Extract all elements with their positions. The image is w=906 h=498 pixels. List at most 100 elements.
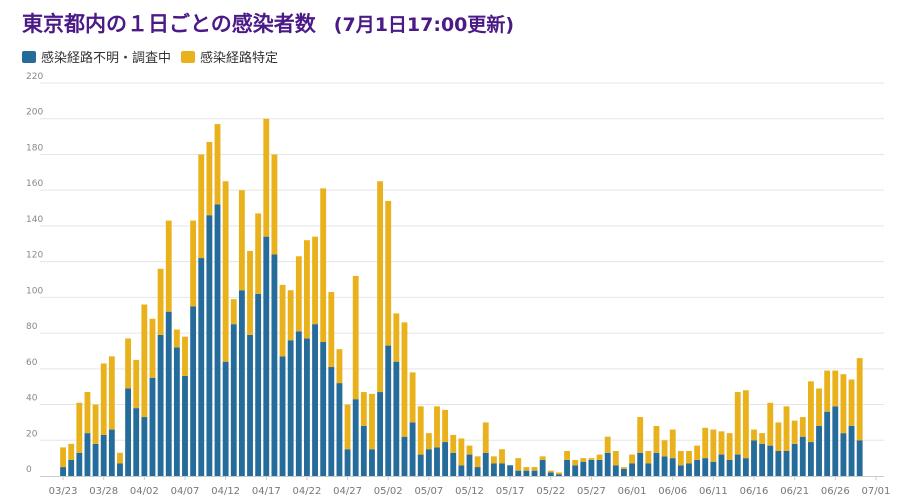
bar-segment-known[interactable] — [482, 422, 489, 453]
bar-segment-known[interactable] — [401, 322, 408, 437]
bar-segment-known[interactable] — [702, 427, 709, 459]
bar-segment-unknown[interactable] — [409, 422, 416, 476]
bar-segment-known[interactable] — [816, 388, 822, 426]
bar-segment-unknown[interactable] — [328, 367, 335, 476]
bar-segment-known[interactable] — [328, 292, 335, 368]
bar-segment-known[interactable] — [108, 356, 115, 430]
bar-segment-unknown[interactable] — [499, 463, 505, 476]
bar-segment-known[interactable] — [60, 447, 66, 468]
bar-segment-unknown[interactable] — [604, 452, 611, 476]
bar-segment-unknown[interactable] — [312, 324, 318, 476]
bar-segment-unknown[interactable] — [832, 406, 839, 476]
bar-segment-known[interactable] — [799, 417, 806, 437]
bar-segment-unknown[interactable] — [352, 399, 359, 476]
bar-segment-known[interactable] — [312, 236, 318, 325]
bar-segment-unknown[interactable] — [320, 342, 327, 476]
bar-segment-known[interactable] — [385, 200, 392, 346]
bar-segment-unknown[interactable] — [247, 334, 253, 476]
bar-segment-known[interactable] — [458, 438, 465, 466]
bar-segment-unknown[interactable] — [369, 449, 375, 476]
bar-segment-unknown[interactable] — [791, 443, 798, 476]
bar-segment-known[interactable] — [377, 181, 384, 393]
bar-segment-known[interactable] — [165, 220, 172, 312]
bar-segment-known[interactable] — [76, 402, 83, 453]
bar-segment-unknown[interactable] — [401, 436, 408, 476]
bar-segment-unknown[interactable] — [848, 425, 855, 476]
bar-segment-unknown[interactable] — [564, 459, 570, 476]
bar-segment-unknown[interactable] — [336, 383, 343, 476]
legend-item-unknown[interactable]: 感染経路不明・調査中 — [22, 47, 171, 66]
bar-segment-known[interactable] — [791, 420, 798, 444]
bar-segment-unknown[interactable] — [125, 388, 132, 476]
bar-segment-known[interactable] — [214, 124, 221, 205]
bar-segment-unknown[interactable] — [580, 461, 587, 476]
bar-segment-known[interactable] — [125, 338, 132, 389]
bar-segment-unknown[interactable] — [255, 293, 262, 476]
bar-segment-unknown[interactable] — [238, 290, 245, 476]
bar-segment-unknown[interactable] — [669, 458, 676, 476]
bar-segment-known[interactable] — [149, 318, 156, 378]
bar-segment-known[interactable] — [734, 392, 741, 455]
bar-segment-known[interactable] — [523, 467, 530, 471]
bar-segment-known[interactable] — [564, 450, 570, 460]
bar-segment-unknown[interactable] — [783, 450, 790, 476]
bar-segment-unknown[interactable] — [547, 472, 554, 476]
bar-segment-known[interactable] — [759, 433, 766, 444]
bar-segment-known[interactable] — [653, 425, 660, 453]
bar-segment-known[interactable] — [572, 459, 579, 466]
bar-segment-known[interactable] — [612, 450, 619, 466]
bar-segment-known[interactable] — [393, 313, 400, 362]
bar-segment-unknown[interactable] — [182, 375, 188, 476]
bar-segment-known[interactable] — [198, 154, 205, 259]
bar-segment-known[interactable] — [230, 299, 237, 325]
bar-segment-known[interactable] — [751, 429, 757, 441]
bar-segment-known[interactable] — [320, 188, 327, 343]
bar-segment-unknown[interactable] — [230, 324, 237, 476]
bar-segment-known[interactable] — [629, 454, 636, 464]
bar-segment-unknown[interactable] — [466, 454, 473, 476]
bar-segment-unknown[interactable] — [645, 463, 652, 476]
bar-segment-unknown[interactable] — [629, 463, 636, 476]
bar-segment-known[interactable] — [238, 190, 245, 291]
bar-segment-unknown[interactable] — [141, 417, 148, 476]
bar-segment-unknown[interactable] — [515, 470, 522, 476]
bar-segment-unknown[interactable] — [531, 470, 538, 476]
bar-segment-unknown[interactable] — [149, 377, 156, 476]
bar-segment-known[interactable] — [173, 329, 180, 348]
bar-segment-known[interactable] — [133, 359, 140, 409]
bar-segment-unknown[interactable] — [482, 452, 489, 476]
bar-segment-unknown[interactable] — [303, 338, 310, 476]
bar-segment-unknown[interactable] — [686, 463, 692, 476]
bar-segment-unknown[interactable] — [621, 468, 627, 476]
bar-segment-known[interactable] — [775, 422, 782, 451]
bar-segment-unknown[interactable] — [60, 467, 66, 476]
bar-segment-unknown[interactable] — [816, 425, 822, 476]
legend-item-known[interactable]: 感染経路特定 — [181, 47, 278, 66]
bar-segment-known[interactable] — [637, 417, 644, 453]
bar-segment-unknown[interactable] — [490, 463, 497, 476]
bar-segment-unknown[interactable] — [856, 440, 863, 476]
bar-segment-unknown[interactable] — [133, 408, 140, 476]
bar-segment-unknown[interactable] — [385, 345, 392, 476]
bar-segment-unknown[interactable] — [661, 456, 668, 476]
bar-segment-known[interactable] — [92, 404, 99, 444]
bar-segment-unknown[interactable] — [555, 474, 562, 476]
bar-segment-known[interactable] — [621, 467, 627, 469]
bar-segment-known[interactable] — [840, 374, 847, 434]
bar-segment-unknown[interactable] — [694, 459, 701, 476]
bar-segment-known[interactable] — [409, 372, 416, 423]
bar-segment-unknown[interactable] — [474, 467, 481, 476]
bar-segment-unknown[interactable] — [702, 458, 709, 476]
bar-segment-unknown[interactable] — [377, 392, 384, 476]
bar-segment-known[interactable] — [694, 445, 701, 460]
bar-segment-known[interactable] — [206, 141, 213, 216]
bar-segment-known[interactable] — [255, 213, 262, 294]
bar-segment-unknown[interactable] — [173, 347, 180, 476]
bar-segment-unknown[interactable] — [799, 436, 806, 476]
bar-segment-unknown[interactable] — [198, 258, 205, 476]
bar-segment-unknown[interactable] — [759, 443, 766, 476]
bar-segment-unknown[interactable] — [84, 433, 91, 476]
bar-segment-unknown[interactable] — [157, 334, 164, 476]
bar-segment-known[interactable] — [645, 450, 652, 464]
bar-segment-unknown[interactable] — [344, 449, 351, 476]
